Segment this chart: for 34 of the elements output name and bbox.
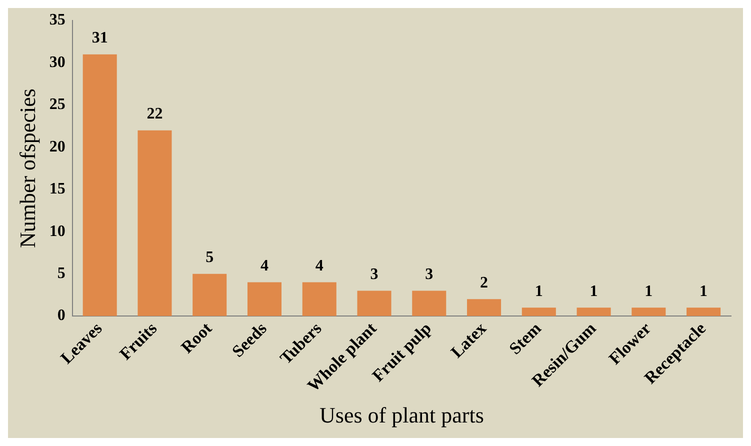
data-label: 1 — [644, 282, 653, 300]
y-tick-label: 15 — [49, 180, 66, 198]
y-tick-label: 5 — [57, 264, 66, 282]
y-tick-label: 35 — [49, 12, 66, 29]
y-axis-title: Number ofspecies — [14, 88, 40, 248]
bar — [467, 299, 502, 316]
bar — [357, 290, 392, 316]
bar — [302, 282, 336, 316]
data-label: 5 — [206, 248, 214, 266]
data-label: 1 — [534, 282, 543, 300]
y-tick-label: 0 — [57, 307, 66, 324]
y-tick-label: 20 — [49, 138, 66, 156]
bar — [82, 54, 117, 316]
bar — [247, 282, 282, 316]
data-label: 4 — [315, 257, 324, 274]
bar — [632, 308, 666, 316]
bar — [192, 274, 227, 316]
data-label: 1 — [590, 282, 598, 300]
data-label: 2 — [480, 274, 488, 292]
y-tick-label: 30 — [49, 54, 66, 71]
bar — [412, 290, 446, 316]
bar — [686, 308, 721, 316]
bar — [522, 308, 556, 316]
data-label: 4 — [260, 257, 268, 274]
data-label: 3 — [370, 266, 378, 283]
x-axis-title: Uses of plant parts — [320, 402, 484, 428]
data-label: 31 — [92, 30, 108, 47]
bar — [138, 130, 172, 316]
bar — [576, 308, 611, 316]
y-tick-label: 10 — [49, 222, 66, 240]
y-tick-label: 25 — [49, 96, 66, 114]
data-label: 3 — [425, 266, 434, 283]
data-label: 22 — [146, 105, 163, 122]
data-label: 1 — [700, 282, 708, 300]
